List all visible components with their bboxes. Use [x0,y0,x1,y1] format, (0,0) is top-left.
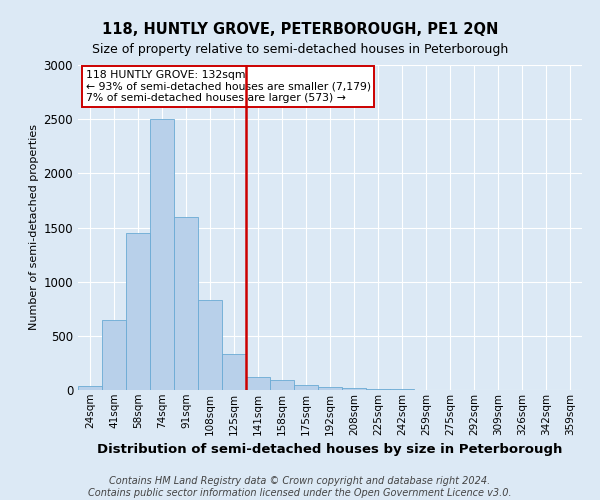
Bar [294,384,318,390]
X-axis label: Distribution of semi-detached houses by size in Peterborough: Distribution of semi-detached houses by … [97,443,563,456]
Bar [246,377,270,390]
Text: Contains HM Land Registry data © Crown copyright and database right 2024.
Contai: Contains HM Land Registry data © Crown c… [88,476,512,498]
Bar [174,216,198,390]
Text: 118 HUNTLY GROVE: 132sqm
← 93% of semi-detached houses are smaller (7,179)
7% of: 118 HUNTLY GROVE: 132sqm ← 93% of semi-d… [86,70,371,103]
Bar [198,300,222,390]
Bar [366,389,390,390]
Bar [270,380,294,390]
Bar [222,354,246,390]
Bar [126,233,150,390]
Bar [102,320,126,390]
Y-axis label: Number of semi-detached properties: Number of semi-detached properties [29,124,40,330]
Bar [78,386,102,390]
Bar [342,388,366,390]
Bar [318,387,342,390]
Text: 118, HUNTLY GROVE, PETERBOROUGH, PE1 2QN: 118, HUNTLY GROVE, PETERBOROUGH, PE1 2QN [102,22,498,38]
Bar [150,119,174,390]
Text: Size of property relative to semi-detached houses in Peterborough: Size of property relative to semi-detach… [92,42,508,56]
